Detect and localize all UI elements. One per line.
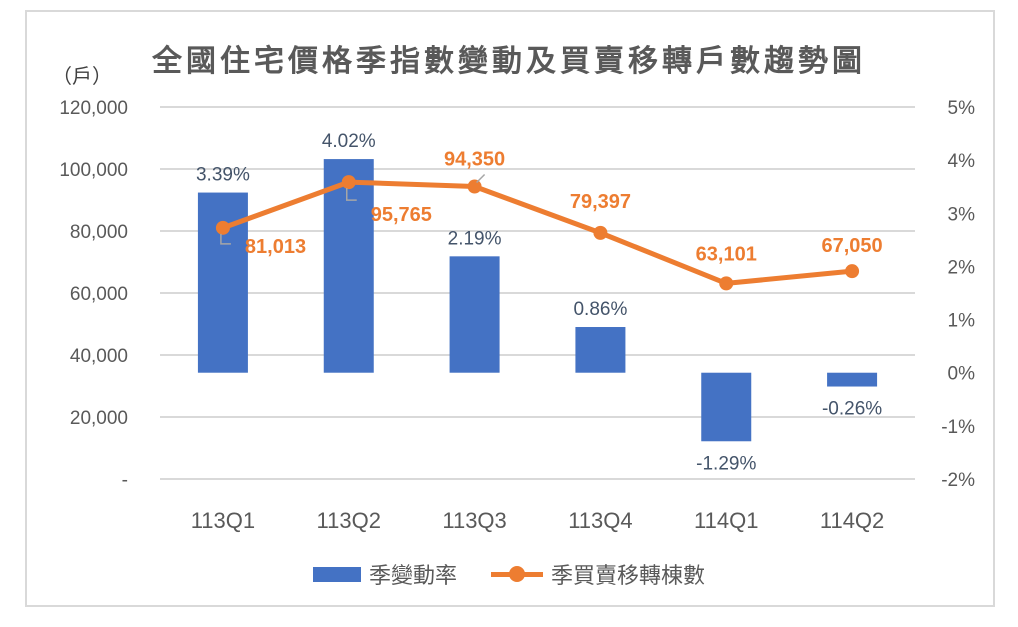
legend: 季變動率 季買賣移轉棟數	[0, 558, 1018, 590]
bar-data-label: -0.26%	[822, 399, 882, 420]
line-marker-114Q1[interactable]	[719, 276, 734, 291]
line-data-label: 95,765	[371, 204, 432, 226]
bar-113Q4[interactable]	[575, 327, 626, 373]
left-axis-tick: 60,000	[70, 284, 128, 305]
line-data-label: 63,101	[696, 243, 757, 265]
line-marker-swatch-icon	[491, 566, 543, 582]
category-label: 113Q3	[442, 508, 506, 533]
right-axis-tick: 3%	[948, 204, 976, 225]
line-data-label: 67,050	[821, 235, 882, 257]
bar-114Q1[interactable]	[701, 372, 752, 442]
bar-data-label: 3.39%	[196, 165, 250, 186]
bar-data-label: -1.29%	[696, 453, 756, 474]
left-axis-tick: -	[122, 470, 128, 491]
line-marker-114Q2[interactable]	[845, 264, 860, 279]
category-label: 113Q2	[317, 508, 381, 533]
bar-data-label: 2.19%	[448, 228, 502, 249]
right-axis-tick: -1%	[941, 417, 975, 438]
left-axis-unit: （戶）	[52, 64, 112, 88]
line-data-label: 94,350	[444, 149, 505, 171]
bar-swatch-icon	[312, 566, 361, 582]
right-axis-tick: 1%	[948, 311, 976, 332]
left-axis-tick: 120,000	[59, 98, 128, 119]
chart-frame	[25, 10, 995, 607]
legend-bar-label: 季變動率	[368, 564, 457, 589]
bar-data-label: 4.02%	[322, 131, 376, 152]
chart-title: 全國住宅價格季指數變動及買賣移轉戶數趨勢圖	[152, 44, 866, 79]
line-data-label: 79,397	[570, 191, 631, 213]
category-label: 113Q1	[191, 508, 255, 533]
bar-data-label: 0.86%	[573, 299, 627, 320]
bar-113Q2[interactable]	[323, 159, 374, 373]
left-axis-tick: 20,000	[70, 408, 128, 429]
leader-line	[476, 173, 486, 184]
leader-line	[220, 233, 231, 245]
line-data-label: 81,013	[245, 236, 306, 258]
right-axis-tick: 2%	[948, 257, 976, 278]
line-marker-113Q4[interactable]	[593, 225, 608, 240]
category-label: 114Q2	[820, 508, 884, 533]
bar-113Q3[interactable]	[449, 256, 500, 373]
right-axis-tick: 4%	[948, 151, 976, 172]
left-axis-tick: 100,000	[59, 160, 128, 181]
line-marker-113Q2[interactable]	[341, 175, 356, 190]
line-marker-113Q1[interactable]	[215, 220, 230, 235]
left-axis-tick: 40,000	[70, 346, 128, 367]
bar-114Q2[interactable]	[827, 372, 878, 387]
line-marker-113Q3[interactable]	[467, 179, 482, 194]
line-series	[222, 179, 853, 286]
right-axis-tick: 5%	[948, 98, 976, 119]
leader-line	[346, 188, 357, 201]
left-axis-tick: 80,000	[70, 222, 128, 243]
category-label: 114Q1	[694, 508, 758, 533]
legend-line-label: 季買賣移轉棟數	[551, 564, 706, 589]
right-axis-tick: 0%	[948, 364, 976, 385]
legend-item-bar[interactable]: 季變動率	[312, 558, 457, 590]
legend-item-line[interactable]: 季買賣移轉棟數	[491, 558, 705, 590]
right-axis-tick: -2%	[941, 470, 975, 491]
category-label: 113Q4	[568, 508, 632, 533]
